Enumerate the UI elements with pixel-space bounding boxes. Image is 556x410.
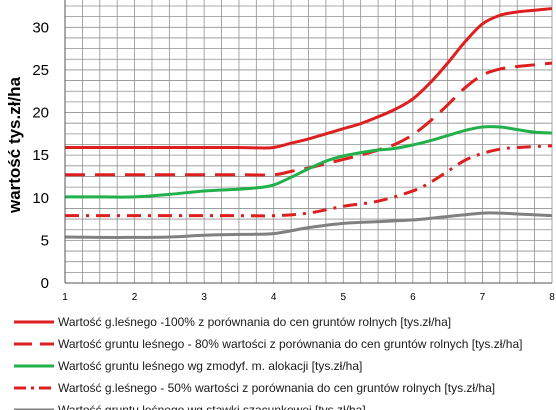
y-tick-label: 10 (32, 190, 49, 207)
legend-label-2: Wartość gruntu leśnego - 80% wartości z … (58, 337, 522, 351)
x-tick-label: 3 (201, 292, 207, 303)
chart-axes (64, 0, 552, 284)
legend-label-3: Wartość gruntu leśnego wg zmodyf. m. alo… (58, 359, 362, 373)
y-tick-label: 30 (32, 19, 49, 36)
y-axis-label: wartość tys.zł/ha (5, 76, 24, 214)
y-tick-label: 0 (41, 275, 49, 292)
series-line-3 (64, 125, 553, 199)
series-line-5 (64, 211, 553, 239)
legend-label-1: Wartość g.leśnego -100% z porównania do … (58, 315, 451, 329)
x-tick-label: 4 (271, 292, 277, 303)
x-tick-label: 7 (480, 292, 486, 303)
x-tick-label: 5 (341, 292, 347, 303)
y-tick-label: 15 (32, 147, 49, 164)
x-tick-label: 2 (132, 292, 138, 303)
tick-labels: 0 5 10 15 20 25 30 1 2 3 4 5 6 7 8 (32, 19, 555, 303)
x-tick-label: 6 (410, 292, 416, 303)
series-line-2 (65, 61, 553, 177)
legend: Wartość g.leśnego -100% z porównania do … (14, 315, 522, 410)
legend-label-4: Wartość g.leśnego - 50% wartości z porów… (58, 381, 495, 395)
x-tick-label: 1 (62, 292, 68, 303)
series-line-1 (64, 7, 553, 150)
series-line-4 (65, 144, 553, 218)
series-layer (64, 7, 553, 239)
chart-grid (64, 0, 553, 284)
y-tick-label: 20 (32, 105, 49, 122)
y-tick-label: 5 (41, 232, 49, 249)
y-tick-label: 25 (32, 62, 49, 79)
legend-label-5: Wartość gruntu leśnego wg stawki szacunk… (58, 403, 366, 410)
x-tick-label: 8 (549, 292, 555, 303)
